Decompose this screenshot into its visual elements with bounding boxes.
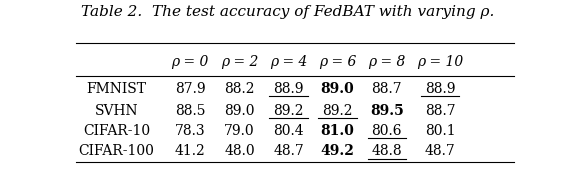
Text: ρ = 4: ρ = 4 <box>270 55 307 69</box>
Text: SVHN: SVHN <box>95 103 138 118</box>
Text: ρ = 10: ρ = 10 <box>417 55 464 69</box>
Text: 80.6: 80.6 <box>372 124 402 138</box>
Text: ρ = 6: ρ = 6 <box>319 55 357 69</box>
Text: 80.4: 80.4 <box>273 124 304 138</box>
Text: Table 2.  The test accuracy of FedBAT with varying ρ.: Table 2. The test accuracy of FedBAT wit… <box>81 5 495 19</box>
Text: CIFAR-100: CIFAR-100 <box>79 144 154 158</box>
Text: 89.2: 89.2 <box>273 103 304 118</box>
Text: 88.9: 88.9 <box>273 82 304 96</box>
Text: ρ = 2: ρ = 2 <box>221 55 258 69</box>
Text: 88.7: 88.7 <box>425 103 456 118</box>
Text: 89.5: 89.5 <box>370 103 404 118</box>
Text: 48.7: 48.7 <box>425 144 456 158</box>
Text: 81.0: 81.0 <box>321 124 355 138</box>
Text: 78.3: 78.3 <box>175 124 206 138</box>
Text: 79.0: 79.0 <box>224 124 255 138</box>
Text: 89.0: 89.0 <box>224 103 255 118</box>
Text: 89.0: 89.0 <box>321 82 354 96</box>
Text: 88.7: 88.7 <box>372 82 402 96</box>
Text: 88.5: 88.5 <box>175 103 206 118</box>
Text: 80.1: 80.1 <box>425 124 456 138</box>
Text: 89.2: 89.2 <box>323 103 353 118</box>
Text: 88.2: 88.2 <box>224 82 255 96</box>
Text: FMNIST: FMNIST <box>86 82 147 96</box>
Text: 49.2: 49.2 <box>321 144 355 158</box>
Text: 41.2: 41.2 <box>175 144 206 158</box>
Text: ρ = 0: ρ = 0 <box>172 55 209 69</box>
Text: 48.8: 48.8 <box>372 144 402 158</box>
Text: 48.7: 48.7 <box>273 144 304 158</box>
Text: 88.9: 88.9 <box>425 82 456 96</box>
Text: 87.9: 87.9 <box>175 82 206 96</box>
Text: CIFAR-10: CIFAR-10 <box>83 124 150 138</box>
Text: ρ = 8: ρ = 8 <box>368 55 406 69</box>
Text: 48.0: 48.0 <box>224 144 255 158</box>
